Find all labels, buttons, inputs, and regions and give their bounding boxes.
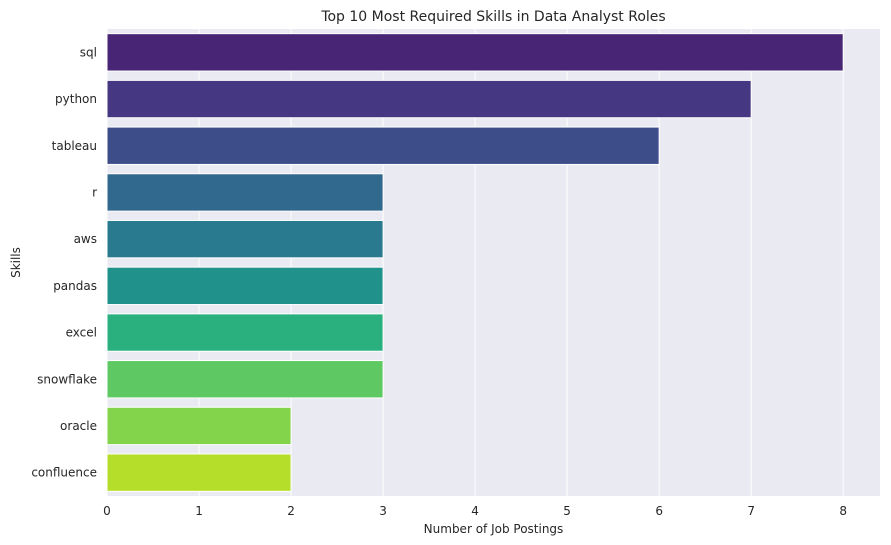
x-tick-label: 5 (563, 504, 571, 518)
bar-oracle (106, 406, 292, 446)
x-tick-label: 0 (103, 504, 111, 518)
x-tick-label: 6 (655, 504, 663, 518)
y-tick-label-oracle: oracle (60, 419, 97, 433)
y-tick-label-python: python (55, 92, 97, 106)
bar-snowflake (106, 360, 384, 399)
bar-sql (106, 33, 844, 72)
y-tick-label-sql: sql (80, 45, 97, 59)
y-axis-label: Skills (9, 247, 23, 278)
bar-pandas (106, 266, 384, 306)
y-tick-label-tableau: tableau (52, 139, 97, 153)
bar-tableau (106, 126, 660, 165)
chart-title: Top 10 Most Required Skills in Data Anal… (320, 9, 665, 25)
x-axis-label: Number of Job Postings (424, 522, 564, 536)
y-tick-label-aws: aws (74, 232, 97, 246)
bar-excel (106, 313, 384, 352)
x-tick-label: 8 (839, 504, 847, 518)
bar-python (106, 79, 752, 119)
bar-confluence (106, 453, 292, 492)
x-tick-label: 2 (287, 504, 295, 518)
y-tick-label-snowflake: snowflake (37, 372, 97, 386)
bar-r (106, 173, 384, 212)
x-tick-label: 1 (195, 504, 203, 518)
x-tick-label: 3 (379, 504, 387, 518)
bars (106, 33, 844, 492)
y-tick-label-confluence: confluence (31, 466, 97, 480)
x-tick-label: 4 (471, 504, 479, 518)
x-tick-labels: 0 1 2 3 4 5 6 7 8 (103, 504, 847, 518)
bar-aws (106, 219, 384, 259)
y-tick-labels: sql python tableau r aws pandas excel snowflake… (31, 45, 97, 479)
x-tick-label: 7 (747, 504, 755, 518)
y-tick-label-r: r (92, 185, 97, 199)
y-tick-label-pandas: pandas (53, 279, 97, 293)
y-tick-label-excel: excel (66, 326, 97, 340)
